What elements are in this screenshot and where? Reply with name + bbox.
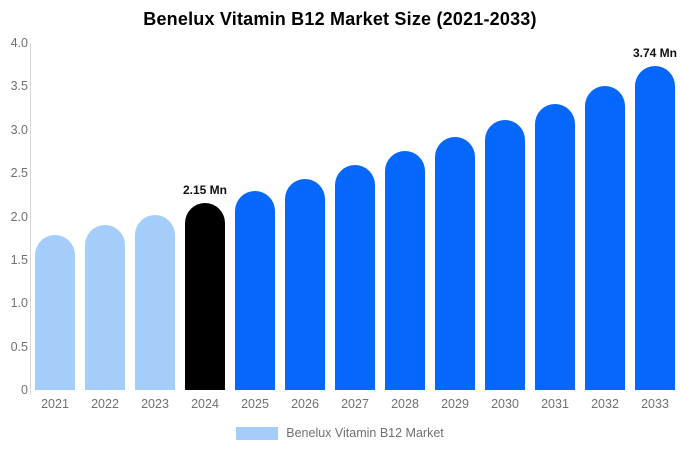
bar-2030 (485, 120, 525, 390)
bar-2031 (535, 103, 575, 390)
y-axis-tick-label: 2.5 (10, 165, 28, 180)
y-axis-tick-label: 4.0 (10, 35, 28, 50)
bar-2027 (335, 165, 375, 390)
y-axis-tick-label: 3.0 (10, 122, 28, 137)
x-axis-label: 2029 (441, 397, 469, 411)
bar-2033 (635, 65, 675, 390)
x-axis-label: 2032 (591, 397, 619, 411)
bar-value-label: 2.15 Mn (182, 183, 227, 198)
bar-2028 (385, 151, 425, 390)
x-axis-label: 2024 (191, 397, 219, 411)
bar-2023 (135, 214, 175, 390)
y-axis-tick-label: 3.5 (10, 79, 28, 94)
bar-2024 (185, 203, 225, 390)
x-axis-label: 2026 (291, 397, 319, 411)
chart-title: Benelux Vitamin B12 Market Size (2021-20… (143, 9, 537, 29)
x-axis-label: 2033 (641, 397, 669, 411)
y-axis-line (30, 43, 31, 395)
x-axis-label: 2028 (391, 397, 419, 411)
bar-2026 (285, 179, 325, 390)
bar-2021 (35, 234, 75, 390)
bar-2025 (235, 191, 275, 390)
y-axis-tick-label: 2.0 (10, 209, 28, 224)
y-axis-tick-label: 0 (21, 382, 28, 397)
y-axis-tick-label: 0.5 (10, 339, 28, 354)
y-axis-tick-label: 1.0 (10, 296, 28, 310)
bar-value-label: 3.74 Mn (632, 45, 677, 60)
x-axis-label: 2021 (41, 397, 69, 411)
x-axis-label: 2030 (491, 397, 519, 411)
bar-2029 (435, 136, 475, 390)
x-axis-label: 2022 (91, 397, 119, 411)
x-axis-label: 2031 (541, 397, 569, 411)
y-axis-tick-label: 1.5 (10, 252, 28, 267)
x-axis-label: 2027 (341, 397, 369, 411)
legend: Benelux Vitamin B12 Market (0, 426, 680, 440)
x-axis-label: 2025 (241, 397, 269, 411)
bar-2022 (85, 225, 125, 390)
x-axis-label: 2023 (141, 397, 169, 411)
legend-label: Benelux Vitamin B12 Market (286, 426, 444, 440)
legend-swatch (236, 426, 279, 440)
bar-2032 (585, 85, 625, 390)
